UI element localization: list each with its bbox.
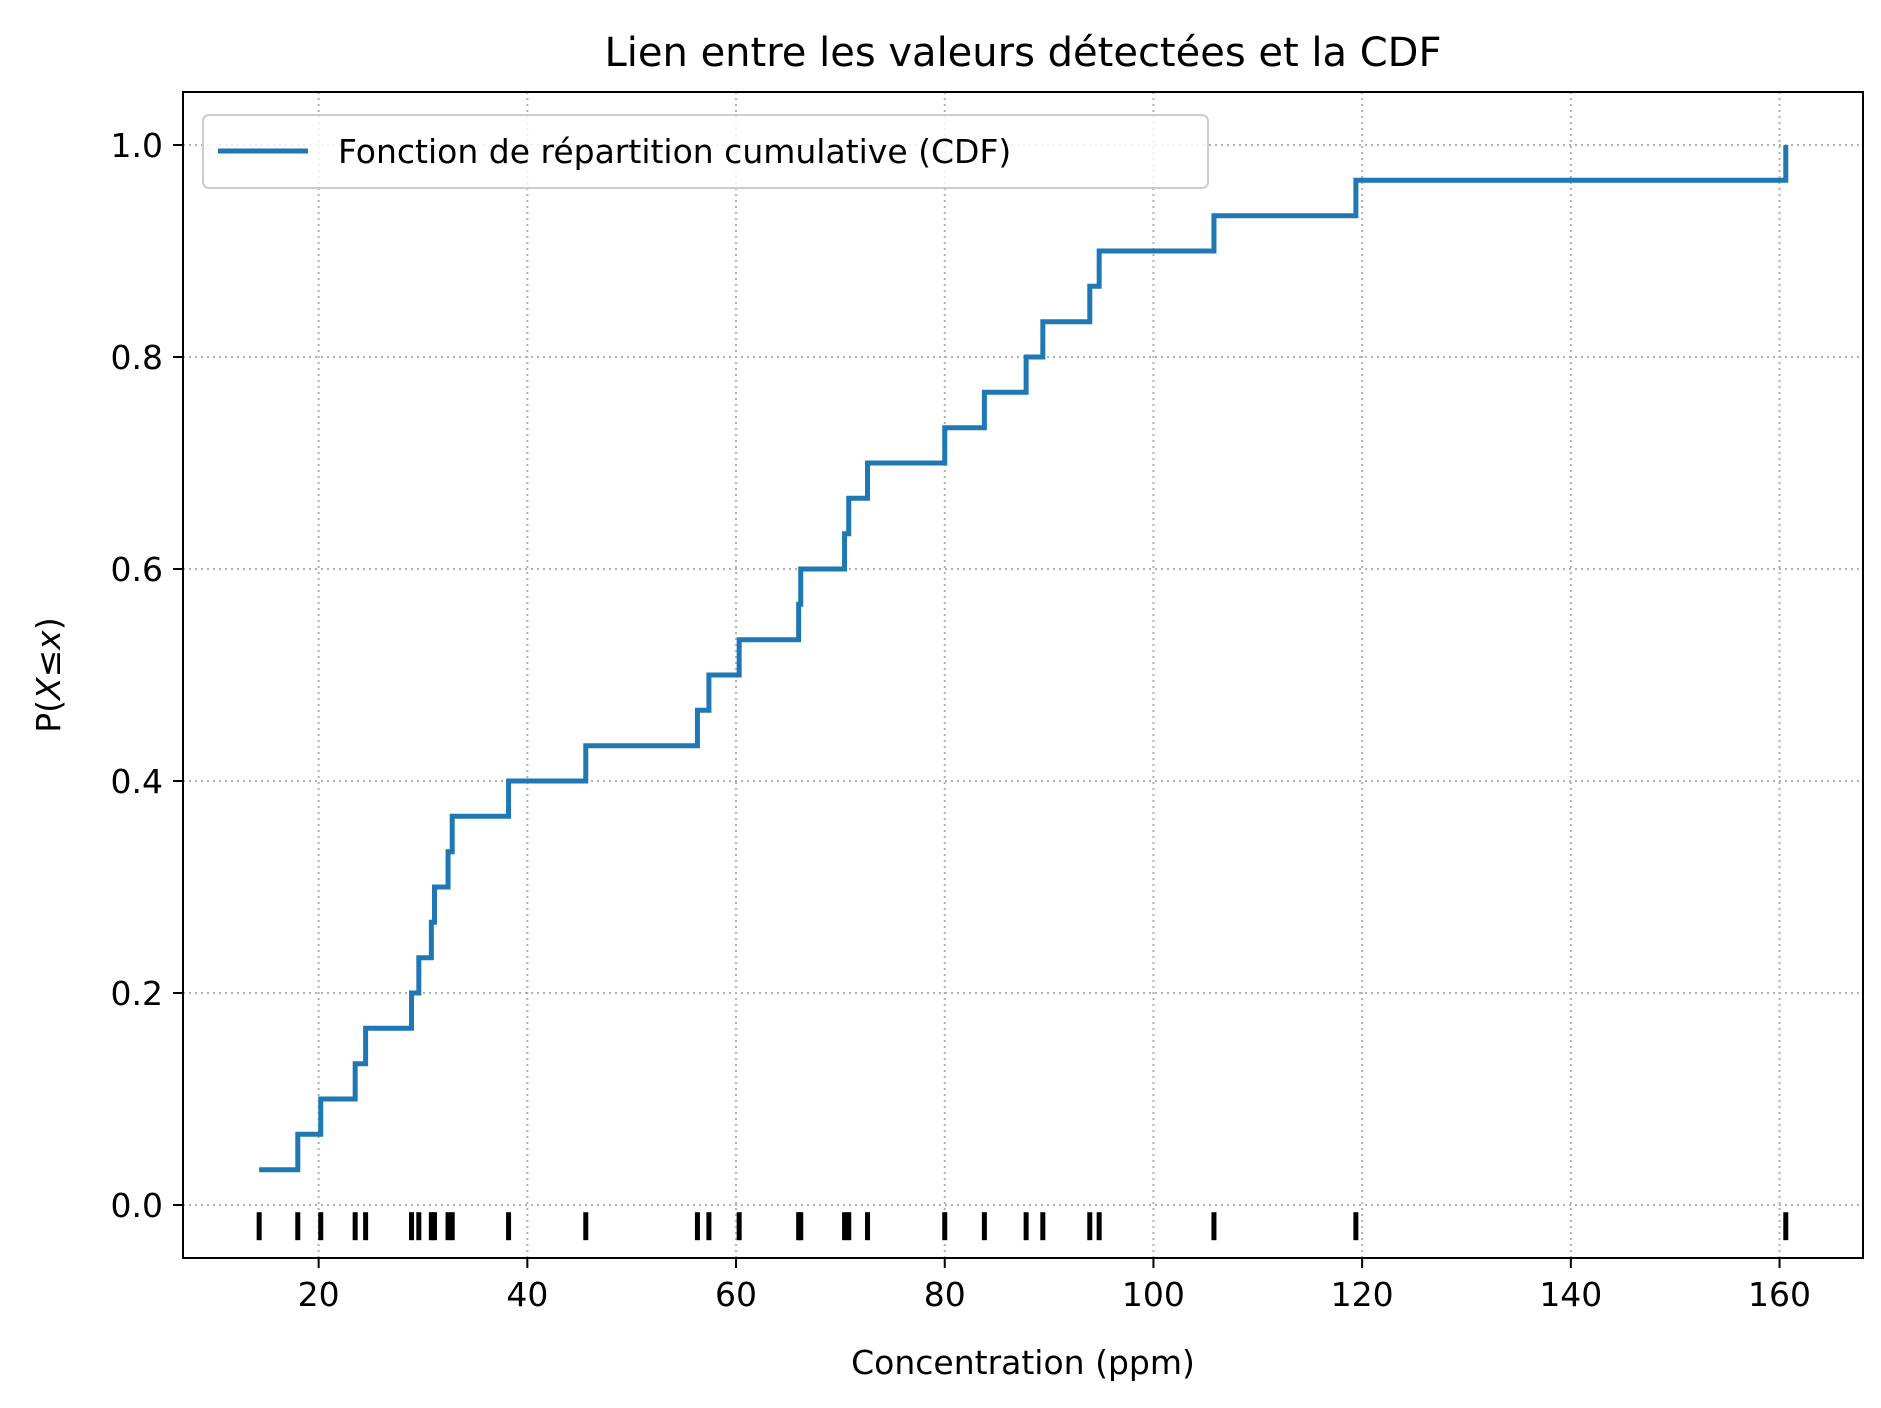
y-label-part-2: X (29, 676, 68, 702)
y-tick-label: 0.4 (111, 762, 163, 801)
plot-frame (182, 91, 1864, 1259)
x-tick-label: 60 (715, 1275, 757, 1314)
y-label-part-5: ) (29, 617, 68, 630)
y-tick-label: 0.2 (111, 974, 163, 1013)
rug-layer (256, 1212, 1789, 1241)
y-tick-label: 0.6 (111, 550, 163, 589)
x-axis-label: Concentration (ppm) (851, 1343, 1195, 1382)
y-axis-label: P(X≤x) (29, 617, 68, 732)
y-axis: 0.0 0.2 0.4 0.6 0.8 1.0 (111, 126, 183, 1225)
legend: Fonction de répartition cumulative (CDF) (202, 114, 1209, 189)
y-label-part-1: P( (29, 700, 68, 733)
y-label-part-4: x (29, 630, 68, 651)
y-tick-label: 0.8 (111, 338, 163, 377)
series-layer (259, 145, 1789, 1173)
y-tick-label: 0.0 (111, 1186, 163, 1225)
x-tick-label: 80 (924, 1275, 966, 1314)
x-tick-label: 100 (1122, 1275, 1185, 1314)
x-tick-label: 120 (1331, 1275, 1394, 1314)
cdf-step-line (259, 145, 1789, 1173)
legend-box (202, 114, 1209, 189)
x-axis: 20 40 60 80 100 120 140 160 (298, 1258, 1811, 1314)
x-tick-label: 40 (506, 1275, 548, 1314)
y-tick-label: 1.0 (111, 126, 163, 165)
x-tick-label: 140 (1539, 1275, 1602, 1314)
x-tick-label: 20 (298, 1275, 340, 1314)
x-tick-label: 160 (1748, 1275, 1811, 1314)
y-label-part-3: ≤ (29, 650, 68, 678)
legend-label: Fonction de répartition cumulative (CDF) (338, 132, 1011, 171)
chart-title: Lien entre les valeurs détectées et la C… (605, 30, 1442, 76)
